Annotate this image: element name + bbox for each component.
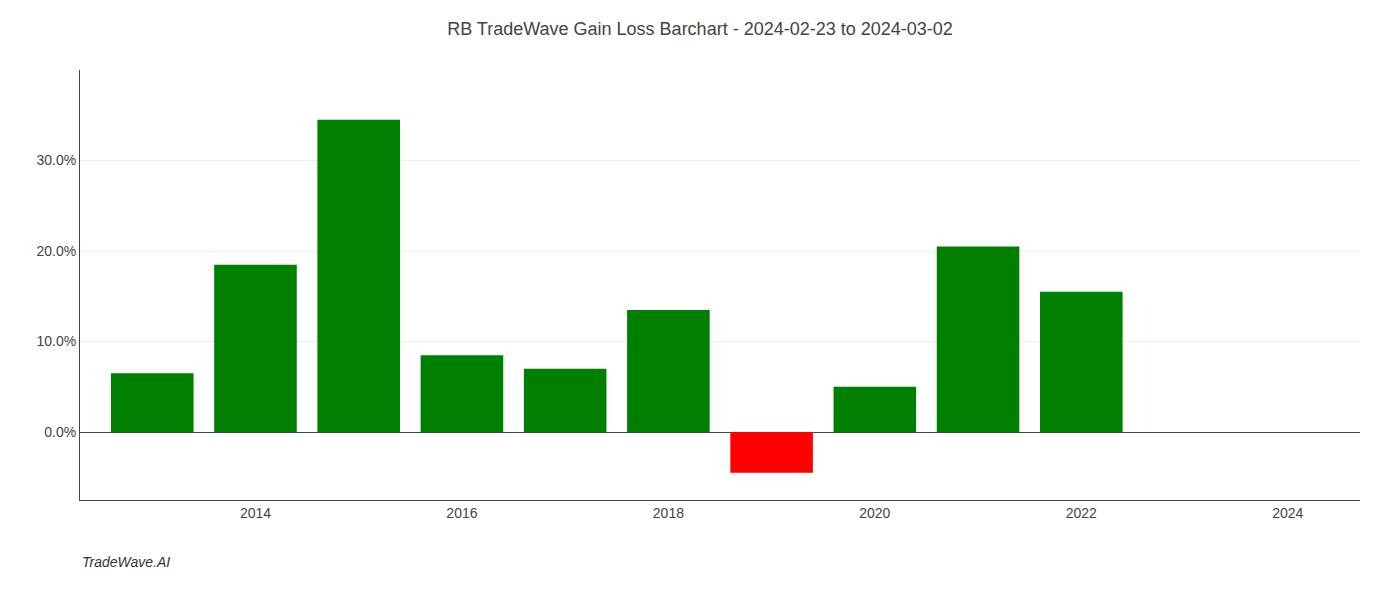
svg-text:10.0%: 10.0% <box>36 333 76 349</box>
svg-text:RB TradeWave Gain Loss Barchar: RB TradeWave Gain Loss Barchart - 2024-0… <box>447 19 953 39</box>
svg-text:0.0%: 0.0% <box>44 424 76 440</box>
svg-text:30.0%: 30.0% <box>36 152 76 168</box>
svg-text:TradeWave.AI: TradeWave.AI <box>82 554 170 570</box>
svg-text:2018: 2018 <box>653 505 684 521</box>
svg-text:2014: 2014 <box>240 505 271 521</box>
svg-text:2016: 2016 <box>446 505 477 521</box>
svg-text:2022: 2022 <box>1066 505 1097 521</box>
svg-text:2024: 2024 <box>1272 505 1303 521</box>
svg-text:20.0%: 20.0% <box>36 243 76 259</box>
svg-text:2020: 2020 <box>859 505 890 521</box>
